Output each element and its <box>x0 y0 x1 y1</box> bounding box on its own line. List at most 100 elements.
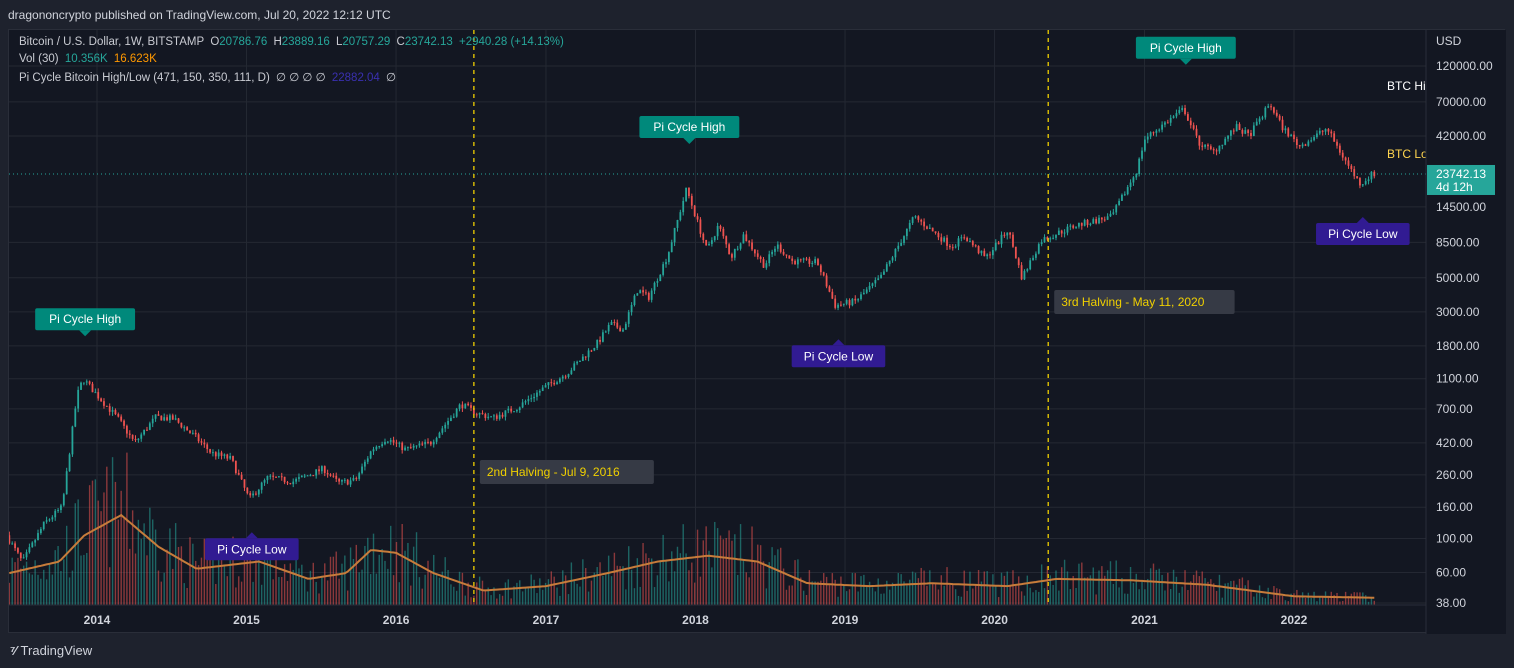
annotation-pointer <box>1356 216 1369 223</box>
candle-body <box>315 469 318 476</box>
volume-bar <box>780 547 782 605</box>
volume-bar <box>642 543 644 605</box>
legend-vol-label: Vol (30) <box>19 53 59 65</box>
volume-bar <box>1287 601 1289 605</box>
candle-body <box>435 437 438 442</box>
candle-body <box>37 533 39 541</box>
volume-bar <box>1112 584 1115 605</box>
volume-bar <box>1052 584 1054 605</box>
candle-body <box>1258 118 1261 122</box>
candle-body <box>1000 234 1003 245</box>
volume-bar <box>837 596 839 605</box>
volume-bar <box>716 528 719 605</box>
candle-body <box>323 466 326 474</box>
candle-body <box>837 304 839 308</box>
candle-body <box>1264 107 1267 118</box>
volume-bar <box>1307 592 1310 605</box>
volume-bar <box>1327 595 1330 605</box>
volume-bar <box>100 511 102 605</box>
volume-bar <box>1213 583 1215 605</box>
candle-body <box>619 327 622 332</box>
candle-body <box>128 433 131 435</box>
volume-bar <box>275 540 277 605</box>
candle-body <box>705 239 708 246</box>
volume-bar <box>1362 592 1364 605</box>
candle-body <box>1166 122 1169 124</box>
candle-body <box>114 410 117 415</box>
candle-body <box>808 258 811 264</box>
volume-bar <box>215 584 217 605</box>
volume-bar <box>1184 570 1186 605</box>
candle-body <box>157 414 160 416</box>
volume-bar <box>1003 575 1006 605</box>
candle-body <box>1336 141 1338 146</box>
candle-body <box>891 257 894 261</box>
candle-body <box>177 418 180 423</box>
candle-body <box>295 478 297 482</box>
candle-body <box>1066 226 1069 233</box>
candle-body <box>851 298 854 306</box>
candle-body <box>329 474 332 476</box>
candle-body <box>731 254 733 258</box>
candle-body <box>1014 246 1017 259</box>
volume-bar <box>11 557 13 605</box>
volume-bar <box>246 545 249 605</box>
volume-bar <box>484 590 487 605</box>
candle-body <box>647 292 650 300</box>
volume-bar <box>1023 595 1026 605</box>
candle-body <box>937 233 940 238</box>
candle-body <box>1187 114 1189 121</box>
volume-bar <box>797 559 799 605</box>
candle-body <box>556 382 558 385</box>
volume-bar <box>172 568 174 605</box>
candle-body <box>513 411 515 413</box>
candle-body <box>593 347 596 351</box>
volume-bar <box>1106 570 1109 605</box>
price-chart[interactable]: 2nd Halving - Jul 9, 2016 3rd Halving - M… <box>9 30 1506 634</box>
volume-bar <box>404 550 406 605</box>
volume-bar <box>217 550 220 605</box>
volume-bar <box>263 549 266 605</box>
pi-cycle-low-box <box>1316 222 1410 245</box>
candle-body <box>407 447 409 449</box>
volume-bar <box>972 588 974 605</box>
candle-body <box>105 405 108 407</box>
volume-bar <box>1261 597 1264 605</box>
halving-label: 3rd Halving - May 11, 2020 <box>1061 295 1205 309</box>
candle-body <box>857 299 860 301</box>
candle-body <box>292 481 295 485</box>
candle-body <box>676 219 679 228</box>
volume-bar <box>1152 563 1155 605</box>
candle-body <box>825 275 828 287</box>
legend-vol-ma: 16.623K <box>113 53 157 65</box>
candle-body <box>1316 133 1318 138</box>
candle-body <box>1072 225 1075 228</box>
chart-frame[interactable]: 2nd Halving - Jul 9, 2016 3rd Halving - M… <box>8 29 1506 634</box>
volume-bar <box>524 588 527 605</box>
volume-bar <box>831 573 834 605</box>
candle-body <box>120 416 123 421</box>
candle-body <box>298 477 300 479</box>
candle-body <box>1075 226 1077 228</box>
candle-body <box>1037 244 1040 254</box>
candle-body <box>1057 230 1060 235</box>
volume-bar <box>1258 585 1261 605</box>
candle-body <box>223 454 226 456</box>
volume-bar <box>1296 589 1298 605</box>
volume-bar <box>83 554 85 605</box>
volume-bar <box>1043 588 1046 605</box>
volume-bar <box>1132 582 1135 605</box>
candle-body <box>82 382 85 384</box>
candle-body <box>280 476 283 478</box>
candle-body <box>650 290 653 300</box>
volume-bar <box>117 519 120 605</box>
candle-body <box>1370 171 1373 180</box>
candle-body <box>143 429 146 435</box>
volume-bar <box>834 579 836 605</box>
candle-body <box>842 303 845 305</box>
candle-body <box>1209 146 1212 150</box>
volume-bar <box>570 562 573 605</box>
volume-bar <box>1299 596 1301 605</box>
volume-bar <box>1109 561 1112 605</box>
volume-bar <box>593 572 596 605</box>
